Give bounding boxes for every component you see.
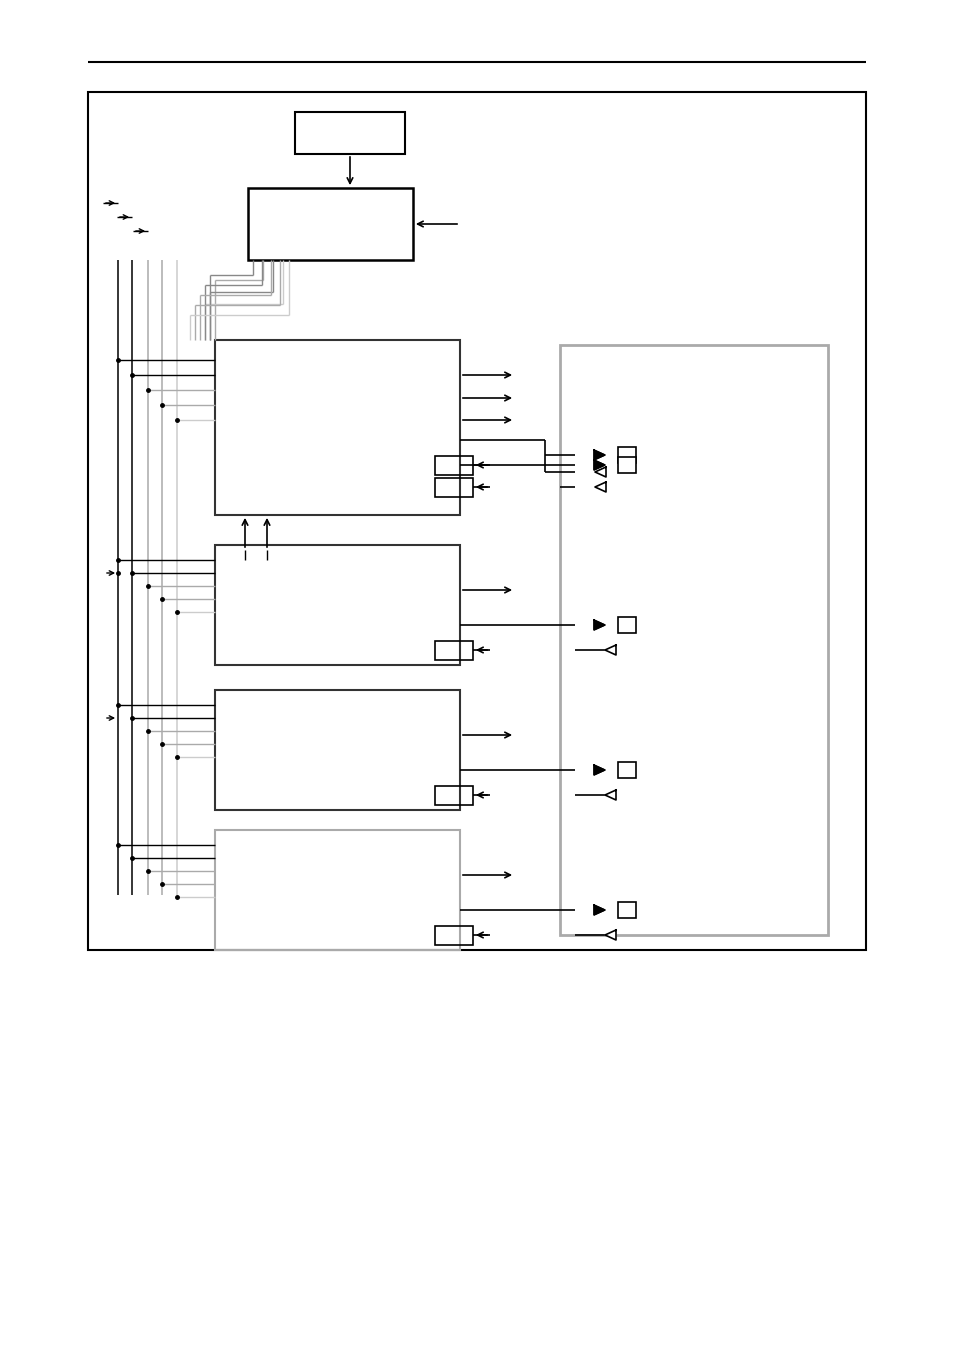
Bar [559,345,827,935]
Bar [214,830,459,950]
Polygon shape [604,929,616,940]
Polygon shape [604,790,616,800]
Bar [294,112,405,154]
Bar [435,457,473,476]
Bar [214,340,459,515]
Polygon shape [604,644,616,655]
Bar [248,188,413,259]
Bar [618,902,636,917]
Polygon shape [594,450,604,459]
Bar [618,617,636,634]
Polygon shape [595,482,605,492]
Bar [214,544,459,665]
Bar [618,762,636,778]
Polygon shape [595,467,605,477]
Bar [88,92,865,950]
Polygon shape [594,459,604,470]
Bar [435,786,473,805]
Polygon shape [594,905,604,915]
Bar [435,925,473,944]
Bar [435,640,473,661]
Bar [435,478,473,497]
Bar [214,690,459,811]
Polygon shape [594,765,604,775]
Bar [618,457,636,473]
Polygon shape [594,620,604,630]
Bar [618,447,636,463]
